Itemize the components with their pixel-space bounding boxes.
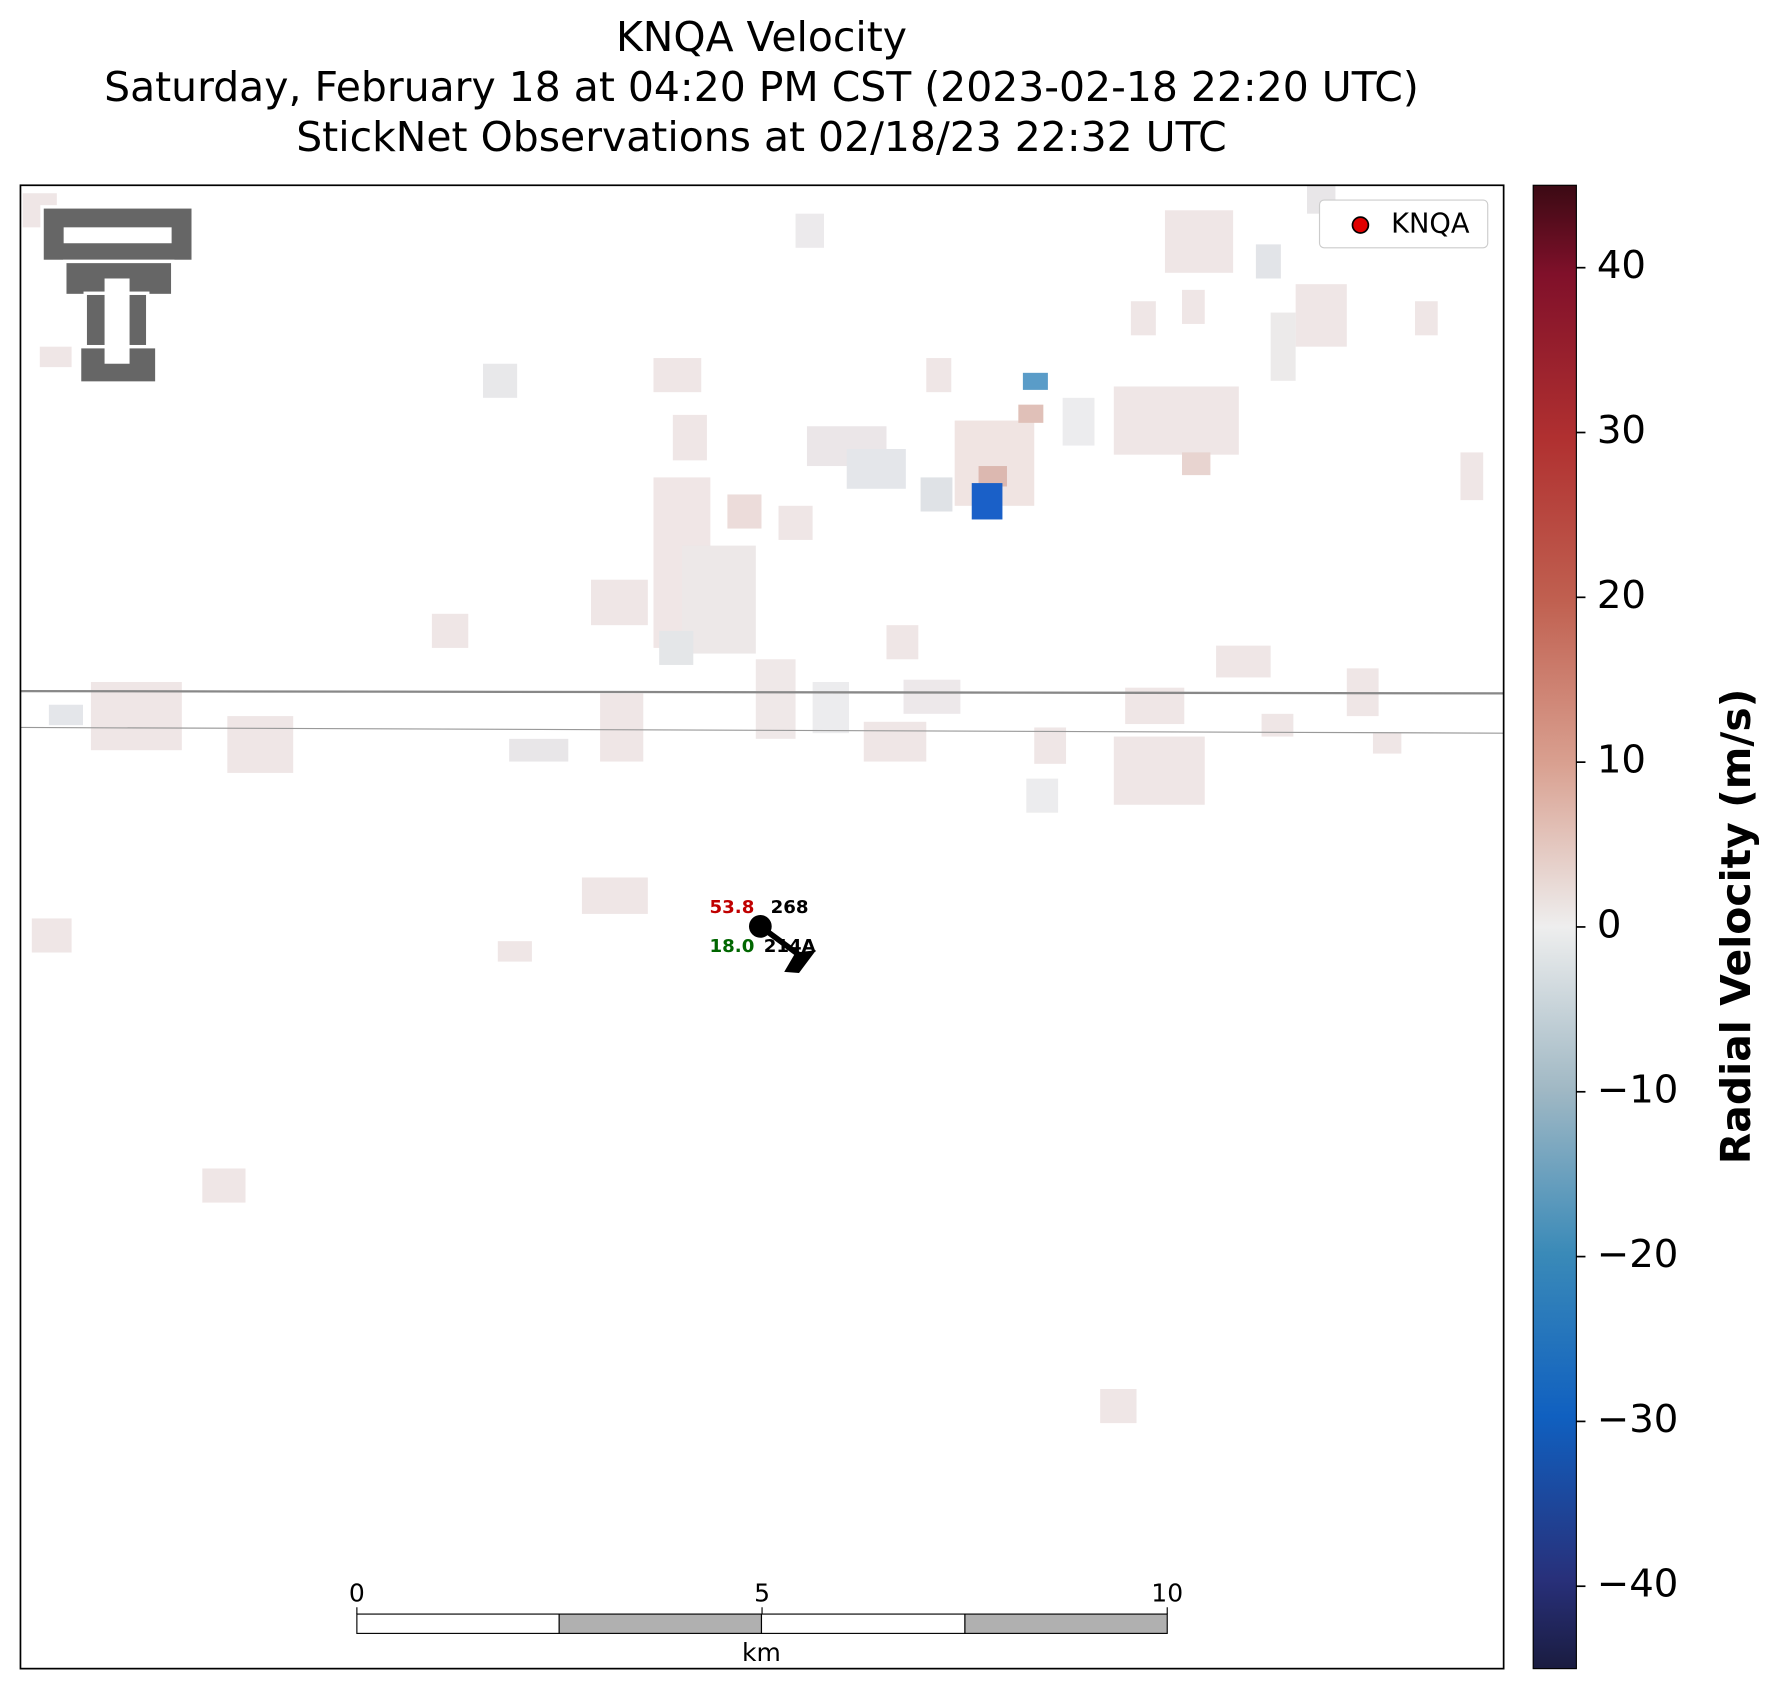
observation-time: StickNet Observations at 02/18/23 22:32 … (296, 113, 1227, 161)
station-marker (748, 915, 772, 938)
legend-box (1318, 199, 1489, 249)
dewpoint: 18.0 (710, 936, 755, 957)
colorbar-tick-label: −30 (1597, 1397, 1679, 1442)
county-line (20, 689, 1504, 695)
legend-label: KNQA (1391, 209, 1470, 240)
scale-tick-label: 0 (349, 1579, 365, 1608)
colorbar-tick-label: 10 (1597, 738, 1646, 783)
colorbar-tick-label: 20 (1597, 573, 1646, 618)
wind-barb (784, 950, 817, 973)
colorbar-tick-label: −40 (1597, 1562, 1679, 1607)
pressure: 268 (771, 897, 809, 918)
colorbar (1532, 184, 1577, 1670)
scale-unit: km (742, 1638, 781, 1667)
colorbar-tick-label: 0 (1597, 902, 1622, 947)
temperature: 53.8 (710, 897, 755, 918)
legend: KNQA (1318, 199, 1489, 249)
county-line (20, 726, 1504, 734)
ttu-logo (40, 205, 195, 385)
legend-marker (1351, 216, 1370, 234)
colorbar-tick-label: −20 (1597, 1232, 1679, 1277)
colorbar-tick-label: 40 (1597, 243, 1646, 288)
station-id: 214A (764, 936, 816, 957)
scale-tick-label: 5 (754, 1579, 770, 1608)
scale-tick-label: 10 (1151, 1579, 1183, 1608)
subtitle: Saturday, February 18 at 04:20 PM CST (2… (104, 63, 1419, 111)
colorbar-label: Radial Velocity (m/s) (1712, 689, 1760, 1165)
title: KNQA Velocity (616, 13, 907, 61)
radar-gates (22, 185, 1484, 1424)
colorbar-tick-label: 30 (1597, 408, 1646, 453)
colorbar-tick-label: −10 (1597, 1067, 1679, 1112)
station-plot: 53.8 268 18.0 214A (710, 897, 817, 973)
map-frame (19, 184, 1505, 1670)
scale-bar: km 0 5 10 (349, 1579, 1183, 1667)
